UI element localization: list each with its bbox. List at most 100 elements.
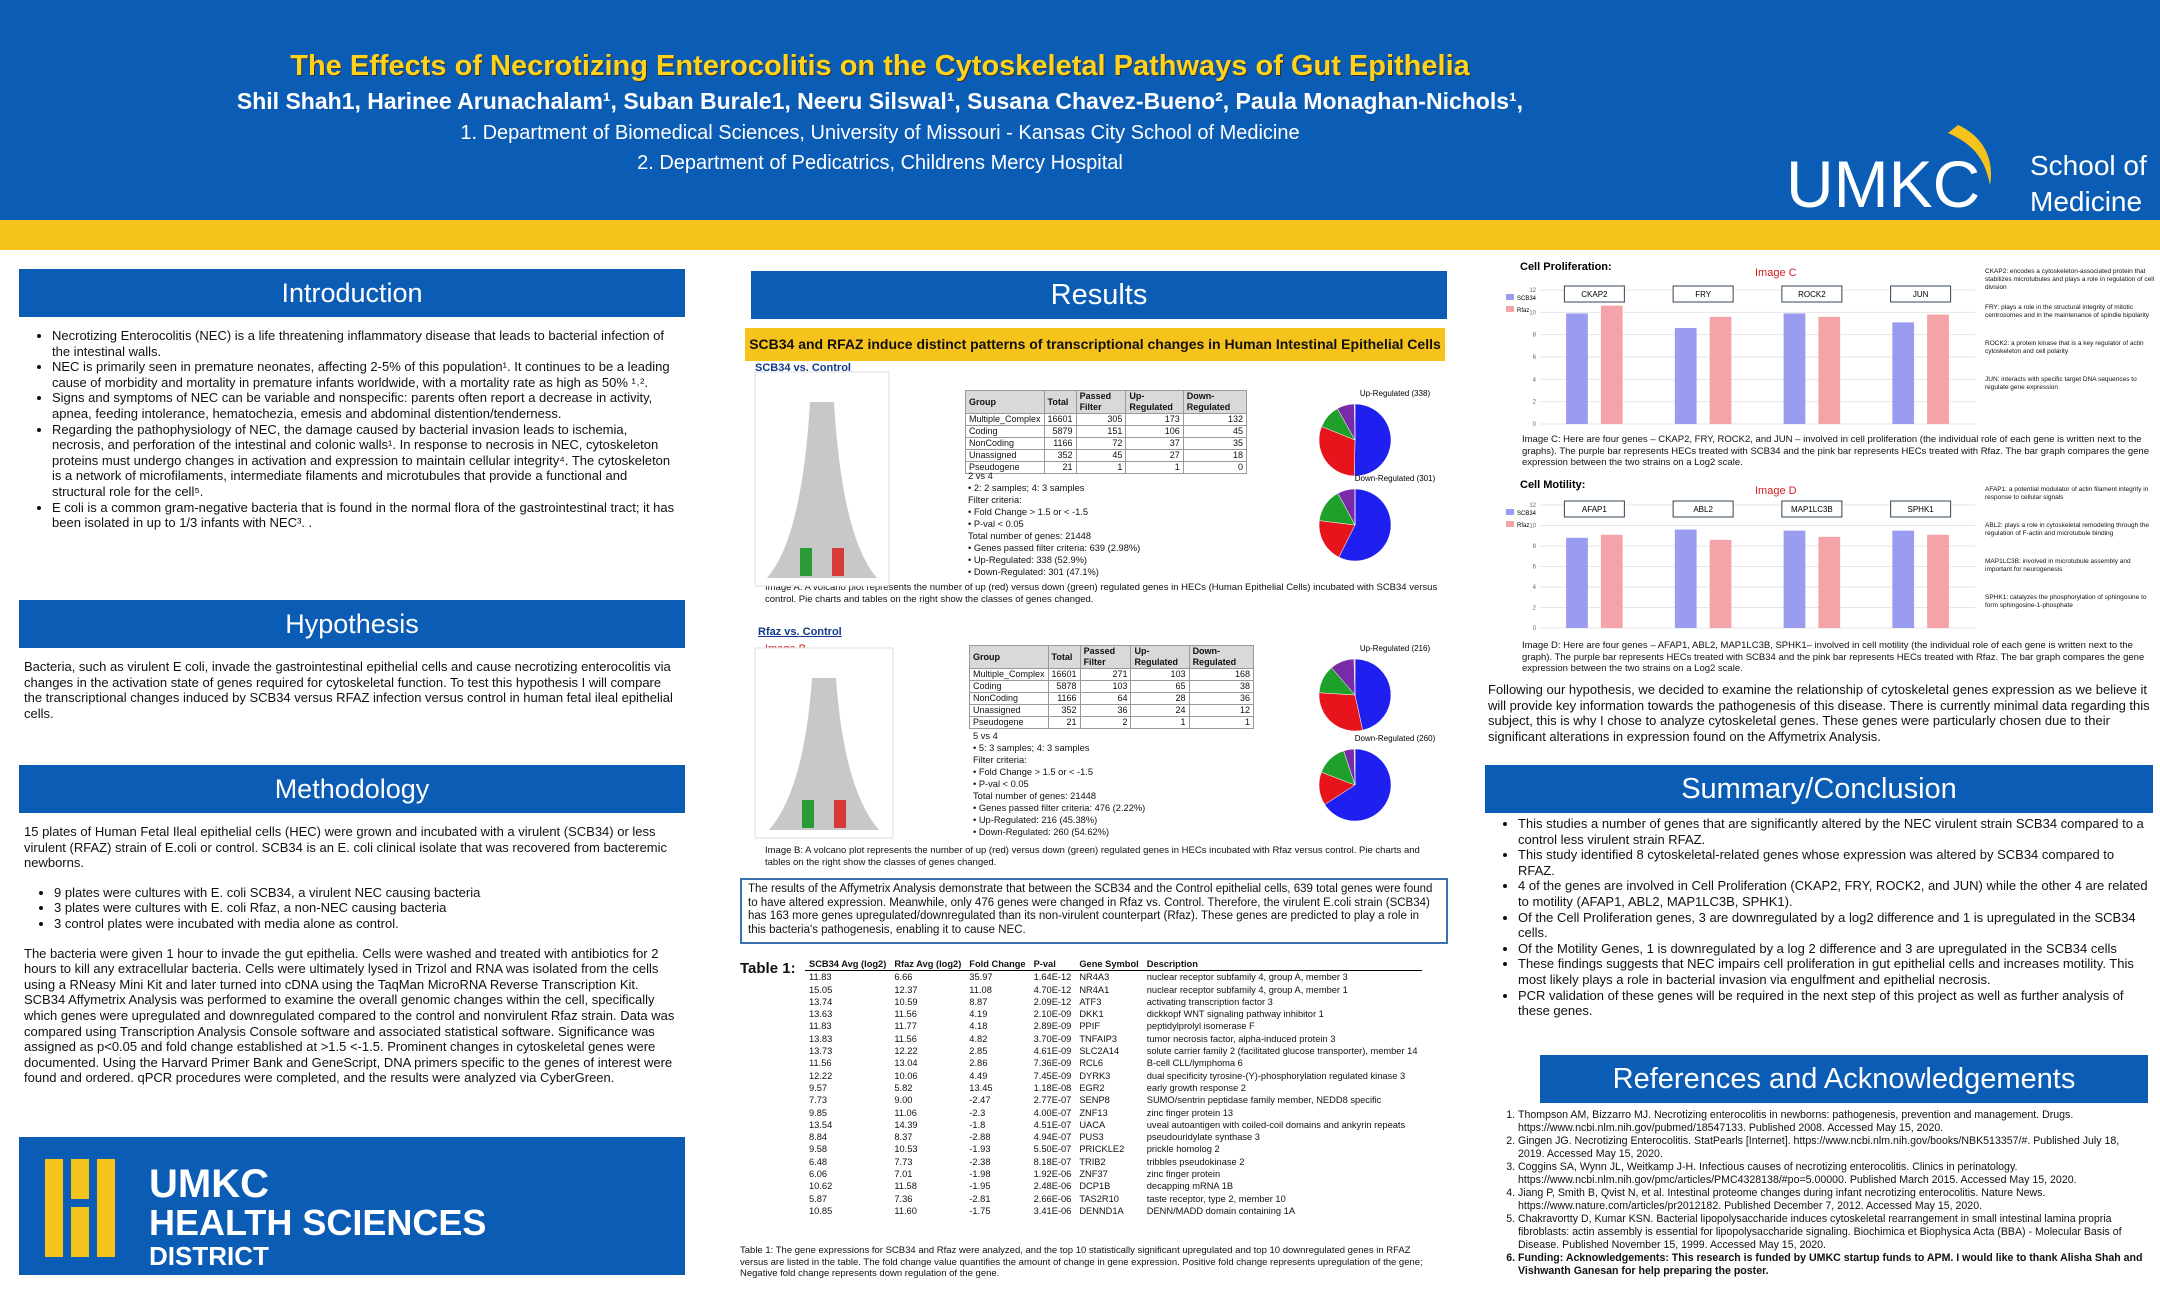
- table-cell: 18: [1182, 449, 1248, 462]
- table-cell: Pseudogene: [965, 461, 1045, 474]
- list-item: Of the Motility Genes, 1 is downregulate…: [1518, 941, 2148, 957]
- y-tick-label: 0: [1533, 626, 1537, 632]
- column-header: Up-Regulated: [1130, 645, 1190, 669]
- table-cell: Pseudogene: [969, 716, 1049, 729]
- table-cell: 13.54: [809, 1119, 833, 1130]
- note-box: JUN: interacts with specific target DNA …: [1985, 376, 2137, 391]
- note-box: SPHK1: catalyzes the phosphorylation of …: [1985, 594, 2147, 609]
- y-tick-label: 12: [1529, 503, 1536, 509]
- pie-slice: [1353, 748, 1356, 786]
- table-cell: 2.89E-09: [1033, 1021, 1072, 1032]
- table-cell: 12.22: [894, 1046, 918, 1057]
- legend-swatch: [1506, 294, 1514, 300]
- table-cell: NR4A3: [1079, 972, 1110, 983]
- pie-slice: [1324, 748, 1392, 822]
- y-tick-label: 10: [1529, 310, 1536, 316]
- section-heading: References and Acknowledgements: [1540, 1055, 2148, 1103]
- table-cell: UACA: [1079, 1119, 1106, 1130]
- table-cell: 2.48E-06: [1033, 1181, 1072, 1192]
- pie-slice: [1318, 667, 1356, 696]
- category-box: [1781, 500, 1843, 518]
- table-row: NonCoding 1166 72 37 35: [965, 437, 1248, 450]
- table-cell: 64: [1079, 692, 1132, 705]
- logo-text: HEALTH SCIENCES: [149, 1202, 486, 1243]
- image-label: Image D: [1755, 485, 1797, 497]
- table-cell: dual specificity tyrosine-(Y)-phosphoryl…: [1146, 1070, 1406, 1081]
- table-row: Pseudogene 21 2 1 1: [969, 716, 1255, 729]
- gene-note: AFAP1: a potential modulator of actin fi…: [1985, 486, 2149, 501]
- table-cell: 45: [1182, 425, 1248, 438]
- table-cell: DKK1: [1079, 1009, 1104, 1020]
- table-cell: 27: [1125, 449, 1184, 462]
- pie-slice: [1354, 403, 1392, 477]
- logo-name: UMKC: [149, 1162, 269, 1206]
- table-row: 6.06 7.01 -1.98 1.92E-06 ZNF37 zinc finger pr…: [805, 1168, 1422, 1180]
- table-row: Unassigned 352 45 27 18: [965, 449, 1248, 462]
- table-row: 13.54 14.39 -1.8 4.51E-07 UACA uveal autoanti…: [805, 1119, 1422, 1131]
- table-cell: 1.92E-06: [1033, 1169, 1072, 1180]
- plot-frame: [754, 371, 890, 587]
- table-row: 5.87 7.36 -2.81 2.66E-06 TAS2R10 taste recept…: [805, 1193, 1422, 1205]
- category-box: [1672, 500, 1734, 518]
- column-header: Passed Filter: [1075, 390, 1127, 414]
- table-cell: 10.85: [809, 1205, 833, 1216]
- table-cell: 45: [1075, 449, 1127, 462]
- authors: Shil Shah1, Harinee Arunachalam¹, Suban …: [236, 88, 1524, 114]
- category-label: MAP1LC3B: [1791, 505, 1833, 514]
- table-cell: 0: [1182, 461, 1248, 474]
- table-cell: 72: [1075, 437, 1127, 450]
- table-cell: SENP8: [1079, 1095, 1110, 1106]
- category-label: ABL2: [1693, 505, 1713, 514]
- header-band: [0, 0, 2160, 220]
- table-cell: 2.10E-09: [1033, 1009, 1072, 1020]
- table-cell: 21: [1043, 461, 1077, 474]
- table-cell: 5879: [1043, 425, 1077, 438]
- legend-label: Rfaz: [1517, 523, 1529, 529]
- bar: [1600, 534, 1623, 628]
- table-cell: 11.56: [894, 1009, 917, 1020]
- table-cell: 271: [1079, 668, 1132, 681]
- table-cell: ATF3: [1079, 996, 1102, 1007]
- bar: [1674, 327, 1697, 424]
- bar: [1566, 313, 1588, 424]
- list-item: These findings suggests that NEC impairs…: [1518, 956, 2148, 987]
- gene-note: JUN: interacts with specific target DNA …: [1985, 376, 2137, 391]
- table-cell: ZNF13: [1079, 1107, 1108, 1118]
- filter-line: 5 vs 4: [973, 731, 998, 741]
- table-label: Table 1:: [740, 960, 796, 977]
- image-label: Image A: [765, 387, 806, 399]
- image-label: Image B: [765, 643, 806, 655]
- chart-title: Cell Proliferation:: [1520, 261, 1612, 273]
- methods-list: 9 plates were cultures with E. coli SCB3…: [24, 885, 679, 932]
- volcano-cloud: [767, 402, 877, 578]
- table-cell: 4.18: [969, 1021, 988, 1032]
- table-cell: 106: [1125, 425, 1184, 438]
- table-cell: Multiple_Complex: [965, 413, 1045, 426]
- filter-line: Filter criteria:: [968, 495, 1022, 505]
- table-cell: 36: [1079, 704, 1132, 717]
- y-tick-label: 2: [1533, 400, 1537, 406]
- pie-title: Down-Regulated (260): [1355, 734, 1436, 743]
- table-cell: 4.51E-07: [1033, 1119, 1072, 1130]
- conclusion-list: This studies a number of genes that are …: [1488, 816, 2148, 1019]
- umkc-logo: UMKC School of Medicine: [1786, 125, 2147, 220]
- table-cell: 132: [1182, 413, 1248, 426]
- table-cell: taste receptor, type 2, member 10: [1146, 1193, 1286, 1204]
- gene-note: MAP1LC3B: involved in microtubule assemb…: [1985, 558, 2131, 573]
- column-header: Total: [1043, 390, 1077, 414]
- logo-text: School of: [2030, 150, 2147, 181]
- list-item: Signs and symptoms of NEC can be variabl…: [52, 390, 682, 421]
- column-header: Down-Regulated: [1188, 645, 1255, 669]
- logo-text: Medicine: [2030, 186, 2142, 217]
- table-cell: 1: [1188, 716, 1255, 729]
- filter-line: • Down-Regulated: 260 (54.62%): [973, 827, 1110, 837]
- bar: [1927, 314, 1949, 424]
- list-item: Necrotizing Enterocolitis (NEC) is a lif…: [52, 328, 682, 359]
- table-cell: PPIF: [1079, 1021, 1100, 1032]
- affiliation: 1. Department of Biomedical Sciences, Un…: [460, 122, 1300, 144]
- list-item: Funding: Acknowledgements: This research…: [1518, 1252, 2148, 1278]
- table-cell: -1.93: [969, 1144, 991, 1155]
- column-header: P-val: [1029, 958, 1076, 972]
- category-label: CKAP2: [1581, 290, 1608, 299]
- filter-line: • 2: 2 samples; 4: 3 samples: [968, 483, 1085, 493]
